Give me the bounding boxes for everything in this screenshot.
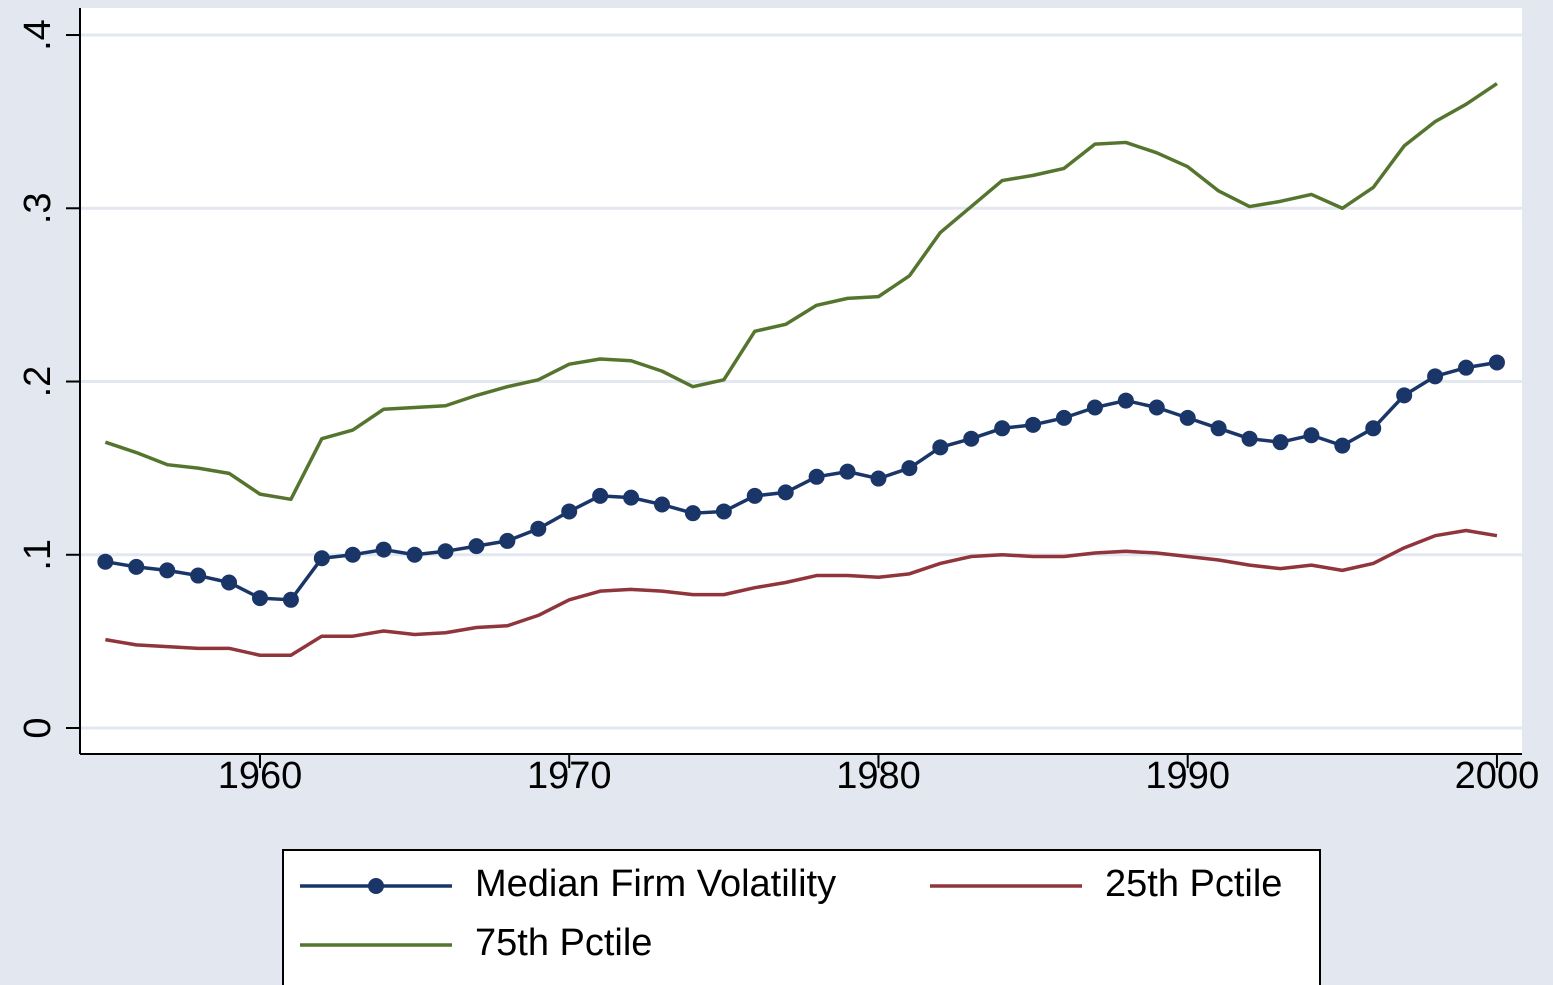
series-marker: [159, 562, 176, 579]
series-marker: [1210, 420, 1227, 437]
series-marker: [653, 496, 670, 513]
series-marker: [406, 546, 423, 563]
series-marker: [499, 532, 516, 549]
series-marker: [746, 487, 763, 504]
series-marker: [839, 463, 856, 480]
series-marker: [1117, 392, 1134, 409]
y-tick-label: 0: [17, 717, 59, 738]
series-line: [105, 528, 1498, 657]
series-marker: [190, 567, 207, 584]
series-marker: [1396, 387, 1413, 404]
series-marker: [1086, 399, 1103, 416]
series-marker: [870, 470, 887, 487]
legend-box: [282, 849, 1321, 985]
labels: 0 .1 .2 .3 .4 1960 1970 1980 1990 2000: [17, 19, 1539, 797]
x-tick-label: 2000: [1455, 755, 1540, 797]
series-line: [105, 360, 1498, 602]
series-marker: [1148, 399, 1165, 416]
series-line: [104, 82, 1498, 502]
series-marker: [1056, 409, 1073, 426]
series-marker: [901, 460, 918, 477]
series-marker: [530, 520, 547, 537]
y-tick-label: .2: [17, 366, 59, 398]
x-tick-label: 1980: [836, 755, 921, 797]
series-marker: [932, 439, 949, 456]
legend-label: 25th Pctile: [1105, 863, 1282, 905]
series-marker: [437, 543, 454, 560]
x-tick-label: 1990: [1145, 755, 1230, 797]
series-marker: [282, 591, 299, 608]
series-marker: [313, 550, 330, 567]
legend-label: Median Firm Volatility: [475, 863, 836, 905]
series-marker: [1365, 420, 1382, 437]
series-marker: [1272, 434, 1289, 451]
series-marker: [561, 503, 578, 520]
series-marker: [344, 546, 361, 563]
series-marker: [1241, 430, 1258, 447]
series-marker: [128, 558, 145, 575]
series-marker: [808, 468, 825, 485]
series-marker: [375, 541, 392, 558]
series-marker: [1025, 416, 1042, 433]
series-marker: [963, 430, 980, 447]
y-tick-label: .1: [17, 539, 59, 571]
series-marker: [1458, 359, 1475, 376]
legend-label: 75th Pctile: [475, 922, 652, 964]
legend: Median Firm Volatility 25th Pctile 75th Pc…: [300, 863, 1282, 964]
series-marker: [715, 503, 732, 520]
series-marker: [1303, 427, 1320, 444]
x-tick-label: 1960: [218, 755, 303, 797]
series-marker: [684, 505, 701, 522]
series-marker: [468, 538, 485, 555]
series-marker: [1334, 437, 1351, 454]
x-tick-label: 1970: [527, 755, 612, 797]
y-tick-label: .3: [17, 192, 59, 224]
y-tick-label: .4: [17, 19, 59, 51]
series-marker: [1488, 354, 1505, 371]
series-marker: [1179, 409, 1196, 426]
series-marker: [221, 574, 238, 591]
series-marker: [777, 484, 794, 501]
series-marker: [97, 553, 114, 570]
legend-marker: [368, 878, 384, 894]
series-marker: [623, 489, 640, 506]
series-marker: [994, 420, 1011, 437]
series-marker: [251, 590, 268, 607]
lines: [97, 82, 1505, 657]
series-marker: [1427, 368, 1444, 385]
series-marker: [592, 487, 609, 504]
